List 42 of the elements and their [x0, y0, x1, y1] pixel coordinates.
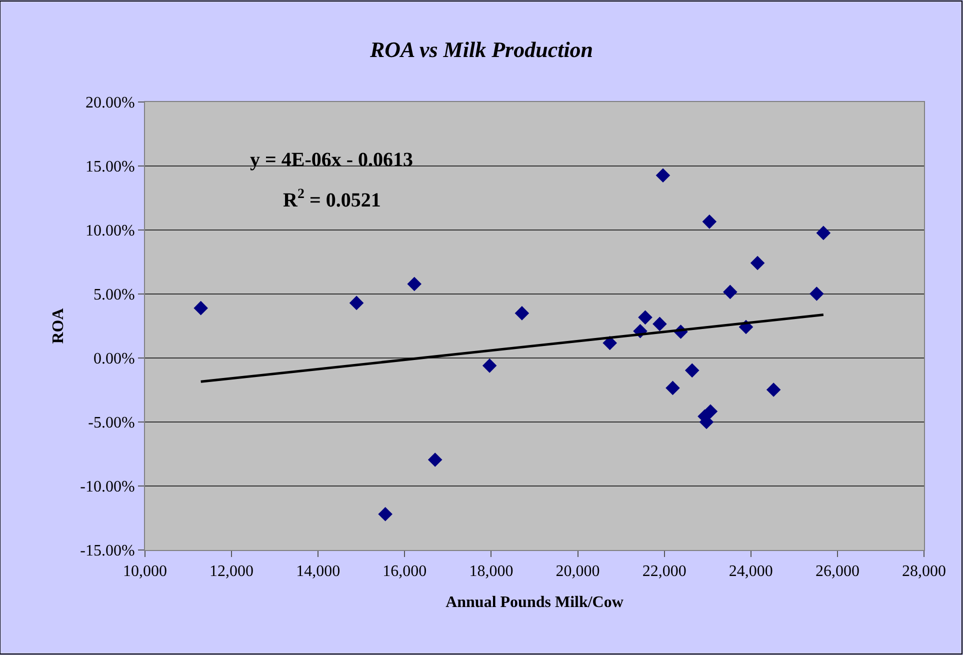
point: [723, 284, 738, 300]
x-tick-label: 24,000: [728, 563, 773, 580]
point: [514, 306, 530, 320]
chart-title: ROA vs Milk Production: [368, 36, 594, 62]
x-tick-label: 12,000: [210, 563, 254, 580]
y-tick-label: 20.00%: [85, 94, 135, 112]
annotation: y = 4E-06x - 0.0613: [250, 149, 414, 171]
point: [638, 310, 652, 325]
point: [428, 452, 442, 467]
point: [816, 226, 831, 240]
x-tick-label: 18,000: [469, 563, 514, 580]
y-tick-label: 15.00%: [85, 158, 135, 176]
point: [378, 507, 392, 522]
point: [194, 300, 208, 316]
point: [666, 380, 680, 396]
y-tick-label: -10.00%: [80, 478, 135, 496]
x-tick-label: 10,000: [123, 563, 167, 580]
point: [702, 214, 717, 229]
y-tick-label: 10.00%: [85, 222, 135, 240]
x-tick-label: 28,000: [902, 563, 946, 580]
point: [810, 286, 824, 301]
y-axis-title: ROA: [50, 308, 68, 344]
y-tick-label: 0.00%: [93, 350, 135, 368]
point: [656, 168, 670, 182]
x-tick-label: 14,000: [296, 563, 340, 580]
x-tick-label: 20,000: [556, 563, 600, 580]
point: [684, 363, 700, 378]
point: [349, 296, 364, 310]
y-tick-label: 5.00%: [93, 286, 135, 304]
x-axis-title: Annual Pounds Milk/Cow: [446, 594, 624, 611]
point: [652, 316, 667, 332]
point: [766, 382, 781, 397]
x-tick-label: 16,000: [382, 563, 427, 580]
annotation: R$^{2}$ = 0.0521: [283, 187, 381, 212]
y-tick-label: -5.00%: [88, 414, 135, 432]
x-tick-label: 26,000: [815, 563, 860, 580]
point: [602, 336, 617, 350]
point: [482, 358, 497, 373]
y-tick-label: -15.00%: [80, 542, 135, 560]
point: [750, 256, 765, 270]
x-tick-label: 22,000: [642, 563, 686, 580]
point: [407, 276, 422, 292]
